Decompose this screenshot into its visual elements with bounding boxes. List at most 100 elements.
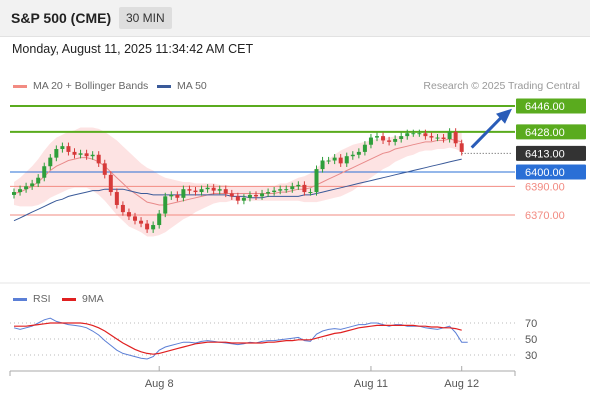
candle-body bbox=[254, 194, 258, 197]
candle-body bbox=[78, 153, 83, 155]
candle-body bbox=[84, 153, 89, 157]
candle-body bbox=[30, 183, 35, 187]
x-axis-label: Aug 12 bbox=[444, 378, 479, 390]
legend-ma20-swatch bbox=[13, 84, 27, 88]
candle-body bbox=[169, 194, 174, 197]
candle-body bbox=[90, 154, 95, 157]
candle-body bbox=[223, 189, 228, 194]
legend-rsi-swatch bbox=[13, 297, 27, 301]
candle-body bbox=[362, 144, 367, 152]
candle-body bbox=[266, 192, 271, 194]
source-credit: Research © 2025 Trading Central bbox=[423, 80, 580, 92]
candle-body bbox=[308, 192, 313, 194]
candle-body bbox=[296, 184, 301, 187]
legend-9ma: 9MA bbox=[62, 293, 104, 305]
candle-body bbox=[423, 133, 428, 137]
legend-rsi: RSI bbox=[13, 293, 51, 305]
candle-body bbox=[157, 213, 162, 226]
candle-body bbox=[393, 138, 398, 142]
candle-body bbox=[60, 146, 65, 150]
legend-ma50-swatch bbox=[157, 84, 171, 88]
candle-body bbox=[133, 216, 137, 221]
chart-header: S&P 500 (CME) 30 MIN bbox=[0, 0, 590, 37]
rsi-9ma-line bbox=[14, 322, 462, 355]
rsi-tick-label: 70 bbox=[525, 318, 537, 330]
candle-body bbox=[399, 136, 404, 139]
candle-body bbox=[72, 151, 77, 155]
candle-body bbox=[108, 174, 113, 193]
candle-body bbox=[435, 137, 440, 139]
legend-ma50-label: MA 50 bbox=[177, 80, 207, 92]
candle-body bbox=[405, 133, 410, 137]
candle-body bbox=[241, 197, 246, 201]
candle-body bbox=[217, 189, 222, 191]
candle-body bbox=[205, 187, 210, 190]
candle-body bbox=[302, 184, 307, 193]
rsi-tick-label: 50 bbox=[525, 334, 537, 346]
candle-body bbox=[187, 189, 192, 191]
candle-body bbox=[193, 190, 198, 193]
candle-body bbox=[429, 136, 434, 138]
candle-body bbox=[278, 189, 283, 191]
candle-body bbox=[235, 196, 240, 201]
candle-body bbox=[175, 194, 180, 198]
level-tag-resistance bbox=[516, 98, 586, 114]
candle-body bbox=[96, 154, 101, 164]
forecast-arrow-head bbox=[496, 108, 512, 124]
candle-body bbox=[368, 137, 373, 145]
candle-body bbox=[387, 140, 392, 142]
candle-body bbox=[290, 186, 295, 190]
candle-body bbox=[417, 133, 422, 135]
candle-body bbox=[42, 166, 47, 178]
candle-body bbox=[338, 157, 343, 164]
level-label-support: 6370.00 bbox=[525, 210, 565, 222]
candle-body bbox=[260, 193, 265, 197]
candle-body bbox=[114, 192, 119, 205]
candle-body bbox=[411, 133, 416, 135]
candle-body bbox=[48, 157, 53, 167]
candle-body bbox=[247, 194, 252, 198]
candle-body bbox=[139, 220, 144, 224]
timestamp: Monday, August 11, 2025 11:34:42 AM CET bbox=[12, 42, 254, 56]
candle-body bbox=[18, 189, 23, 193]
x-axis-label: Aug 8 bbox=[145, 378, 174, 390]
candle-body bbox=[54, 149, 59, 158]
candle-body bbox=[356, 151, 361, 155]
level-label-last: 6413.00 bbox=[525, 148, 565, 160]
candle-body bbox=[229, 193, 234, 197]
instrument-title: S&P 500 (CME) bbox=[11, 10, 112, 26]
level-label-resistance: 6428.00 bbox=[525, 127, 565, 139]
candle-body bbox=[102, 163, 107, 175]
legend-rsi-label: RSI bbox=[33, 293, 51, 305]
candle-body bbox=[199, 189, 204, 193]
forecast-arrow-shaft bbox=[470, 115, 504, 149]
candle-body bbox=[120, 204, 125, 213]
legend-9ma-swatch bbox=[62, 297, 76, 301]
candle-body bbox=[314, 169, 319, 193]
legend-ma20-label: MA 20 + Bollinger Bands bbox=[33, 80, 149, 92]
candle-body bbox=[163, 196, 168, 214]
candle-body bbox=[326, 160, 331, 162]
candle-body bbox=[126, 212, 131, 217]
candle-body bbox=[459, 143, 464, 152]
candle-body bbox=[151, 225, 156, 230]
candle-body bbox=[375, 136, 379, 138]
candle-body bbox=[441, 137, 446, 139]
candle-body bbox=[211, 187, 216, 191]
rsi-tick-label: 30 bbox=[525, 350, 537, 362]
legend-ma20: MA 20 + Bollinger Bands bbox=[13, 80, 148, 92]
candle-body bbox=[284, 189, 289, 191]
candle-body bbox=[145, 223, 150, 230]
candle-body bbox=[272, 190, 277, 193]
interval-button[interactable]: 30 MIN bbox=[119, 7, 172, 29]
candle-body bbox=[24, 186, 29, 190]
candle-body bbox=[320, 160, 325, 170]
level-tag-last bbox=[516, 145, 586, 161]
candle-body bbox=[381, 136, 386, 141]
candle-body bbox=[447, 131, 452, 139]
legend-9ma-label: 9MA bbox=[82, 293, 104, 305]
candles bbox=[12, 128, 464, 233]
x-axis-label: Aug 11 bbox=[354, 378, 388, 390]
legend-ma50: MA 50 bbox=[157, 80, 207, 92]
